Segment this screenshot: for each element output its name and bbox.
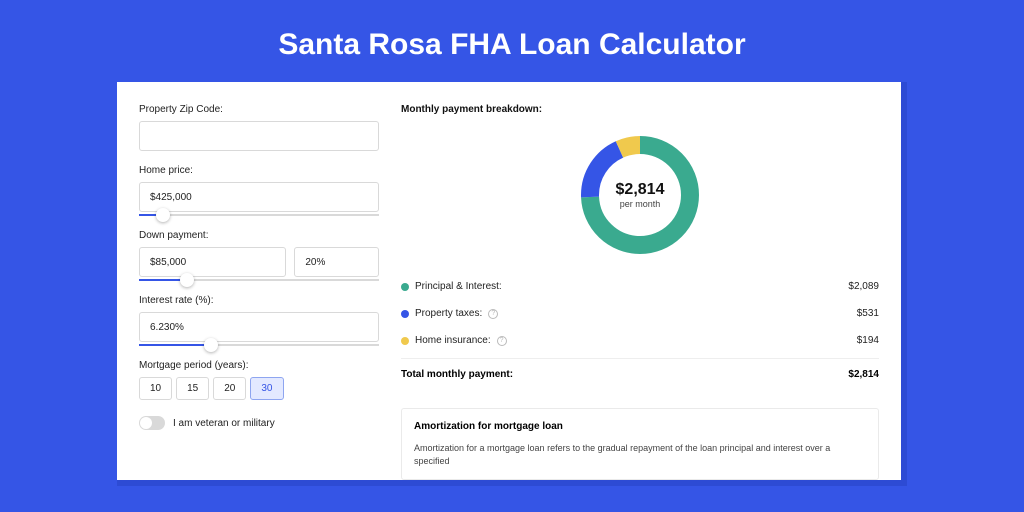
down-payment-field: Down payment: — [139, 230, 379, 281]
zip-label: Property Zip Code: — [139, 104, 379, 115]
down-payment-amount-input[interactable] — [139, 247, 286, 277]
legend-label: Property taxes: — [415, 308, 482, 319]
mortgage-period-label: Mortgage period (years): — [139, 360, 379, 371]
legend-dot — [401, 337, 409, 345]
period-btn-20[interactable]: 20 — [213, 377, 246, 400]
interest-rate-field: Interest rate (%): — [139, 295, 379, 346]
home-price-field: Home price: — [139, 165, 379, 216]
amortization-title: Amortization for mortgage loan — [414, 421, 866, 432]
total-value: $2,814 — [848, 369, 879, 380]
donut-sub: per month — [620, 199, 661, 209]
down-payment-label: Down payment: — [139, 230, 379, 241]
legend-dot — [401, 310, 409, 318]
legend-label: Principal & Interest: — [415, 281, 502, 292]
amortization-box: Amortization for mortgage loan Amortizat… — [401, 408, 879, 480]
period-btn-10[interactable]: 10 — [139, 377, 172, 400]
donut-wrap: $2,814 per month — [401, 125, 879, 273]
home-price-label: Home price: — [139, 165, 379, 176]
down-payment-percent-input[interactable] — [294, 247, 379, 277]
toggle-knob — [140, 417, 152, 429]
down-payment-slider[interactable] — [139, 279, 379, 281]
donut-center: $2,814 per month — [580, 135, 700, 255]
info-icon[interactable]: ? — [497, 336, 507, 346]
legend-row: Home insurance:? $194 — [401, 327, 879, 354]
legend-label: Home insurance: — [415, 335, 491, 346]
interest-rate-input[interactable] — [139, 312, 379, 342]
legend-value: $2,089 — [848, 281, 879, 292]
legend-value: $194 — [857, 335, 879, 346]
period-btn-30[interactable]: 30 — [250, 377, 283, 400]
card-shadow: Property Zip Code: Home price: Down paym… — [117, 82, 907, 486]
breakdown-title: Monthly payment breakdown: — [401, 104, 879, 115]
donut-amount: $2,814 — [616, 181, 665, 199]
period-btn-15[interactable]: 15 — [176, 377, 209, 400]
zip-input[interactable] — [139, 121, 379, 151]
legend-row: Principal & Interest: $2,089 — [401, 273, 879, 300]
home-price-input[interactable] — [139, 182, 379, 212]
total-row: Total monthly payment: $2,814 — [401, 358, 879, 390]
breakdown-column: Monthly payment breakdown: $2,814 per mo… — [401, 104, 879, 480]
veteran-label: I am veteran or military — [173, 418, 275, 429]
interest-rate-slider[interactable] — [139, 344, 379, 346]
interest-rate-label: Interest rate (%): — [139, 295, 379, 306]
page-title: Santa Rosa FHA Loan Calculator — [0, 0, 1024, 82]
form-column: Property Zip Code: Home price: Down paym… — [139, 104, 379, 480]
veteran-row: I am veteran or military — [139, 416, 379, 430]
total-label: Total monthly payment: — [401, 369, 513, 380]
donut-chart: $2,814 per month — [580, 135, 700, 255]
amortization-text: Amortization for a mortgage loan refers … — [414, 442, 866, 467]
calculator-card: Property Zip Code: Home price: Down paym… — [117, 82, 901, 480]
legend-row: Property taxes:? $531 — [401, 300, 879, 327]
mortgage-period-field: Mortgage period (years): 10152030 — [139, 360, 379, 400]
info-icon[interactable]: ? — [488, 309, 498, 319]
home-price-slider[interactable] — [139, 214, 379, 216]
veteran-toggle[interactable] — [139, 416, 165, 430]
legend-value: $531 — [857, 308, 879, 319]
legend-dot — [401, 283, 409, 291]
zip-field: Property Zip Code: — [139, 104, 379, 151]
